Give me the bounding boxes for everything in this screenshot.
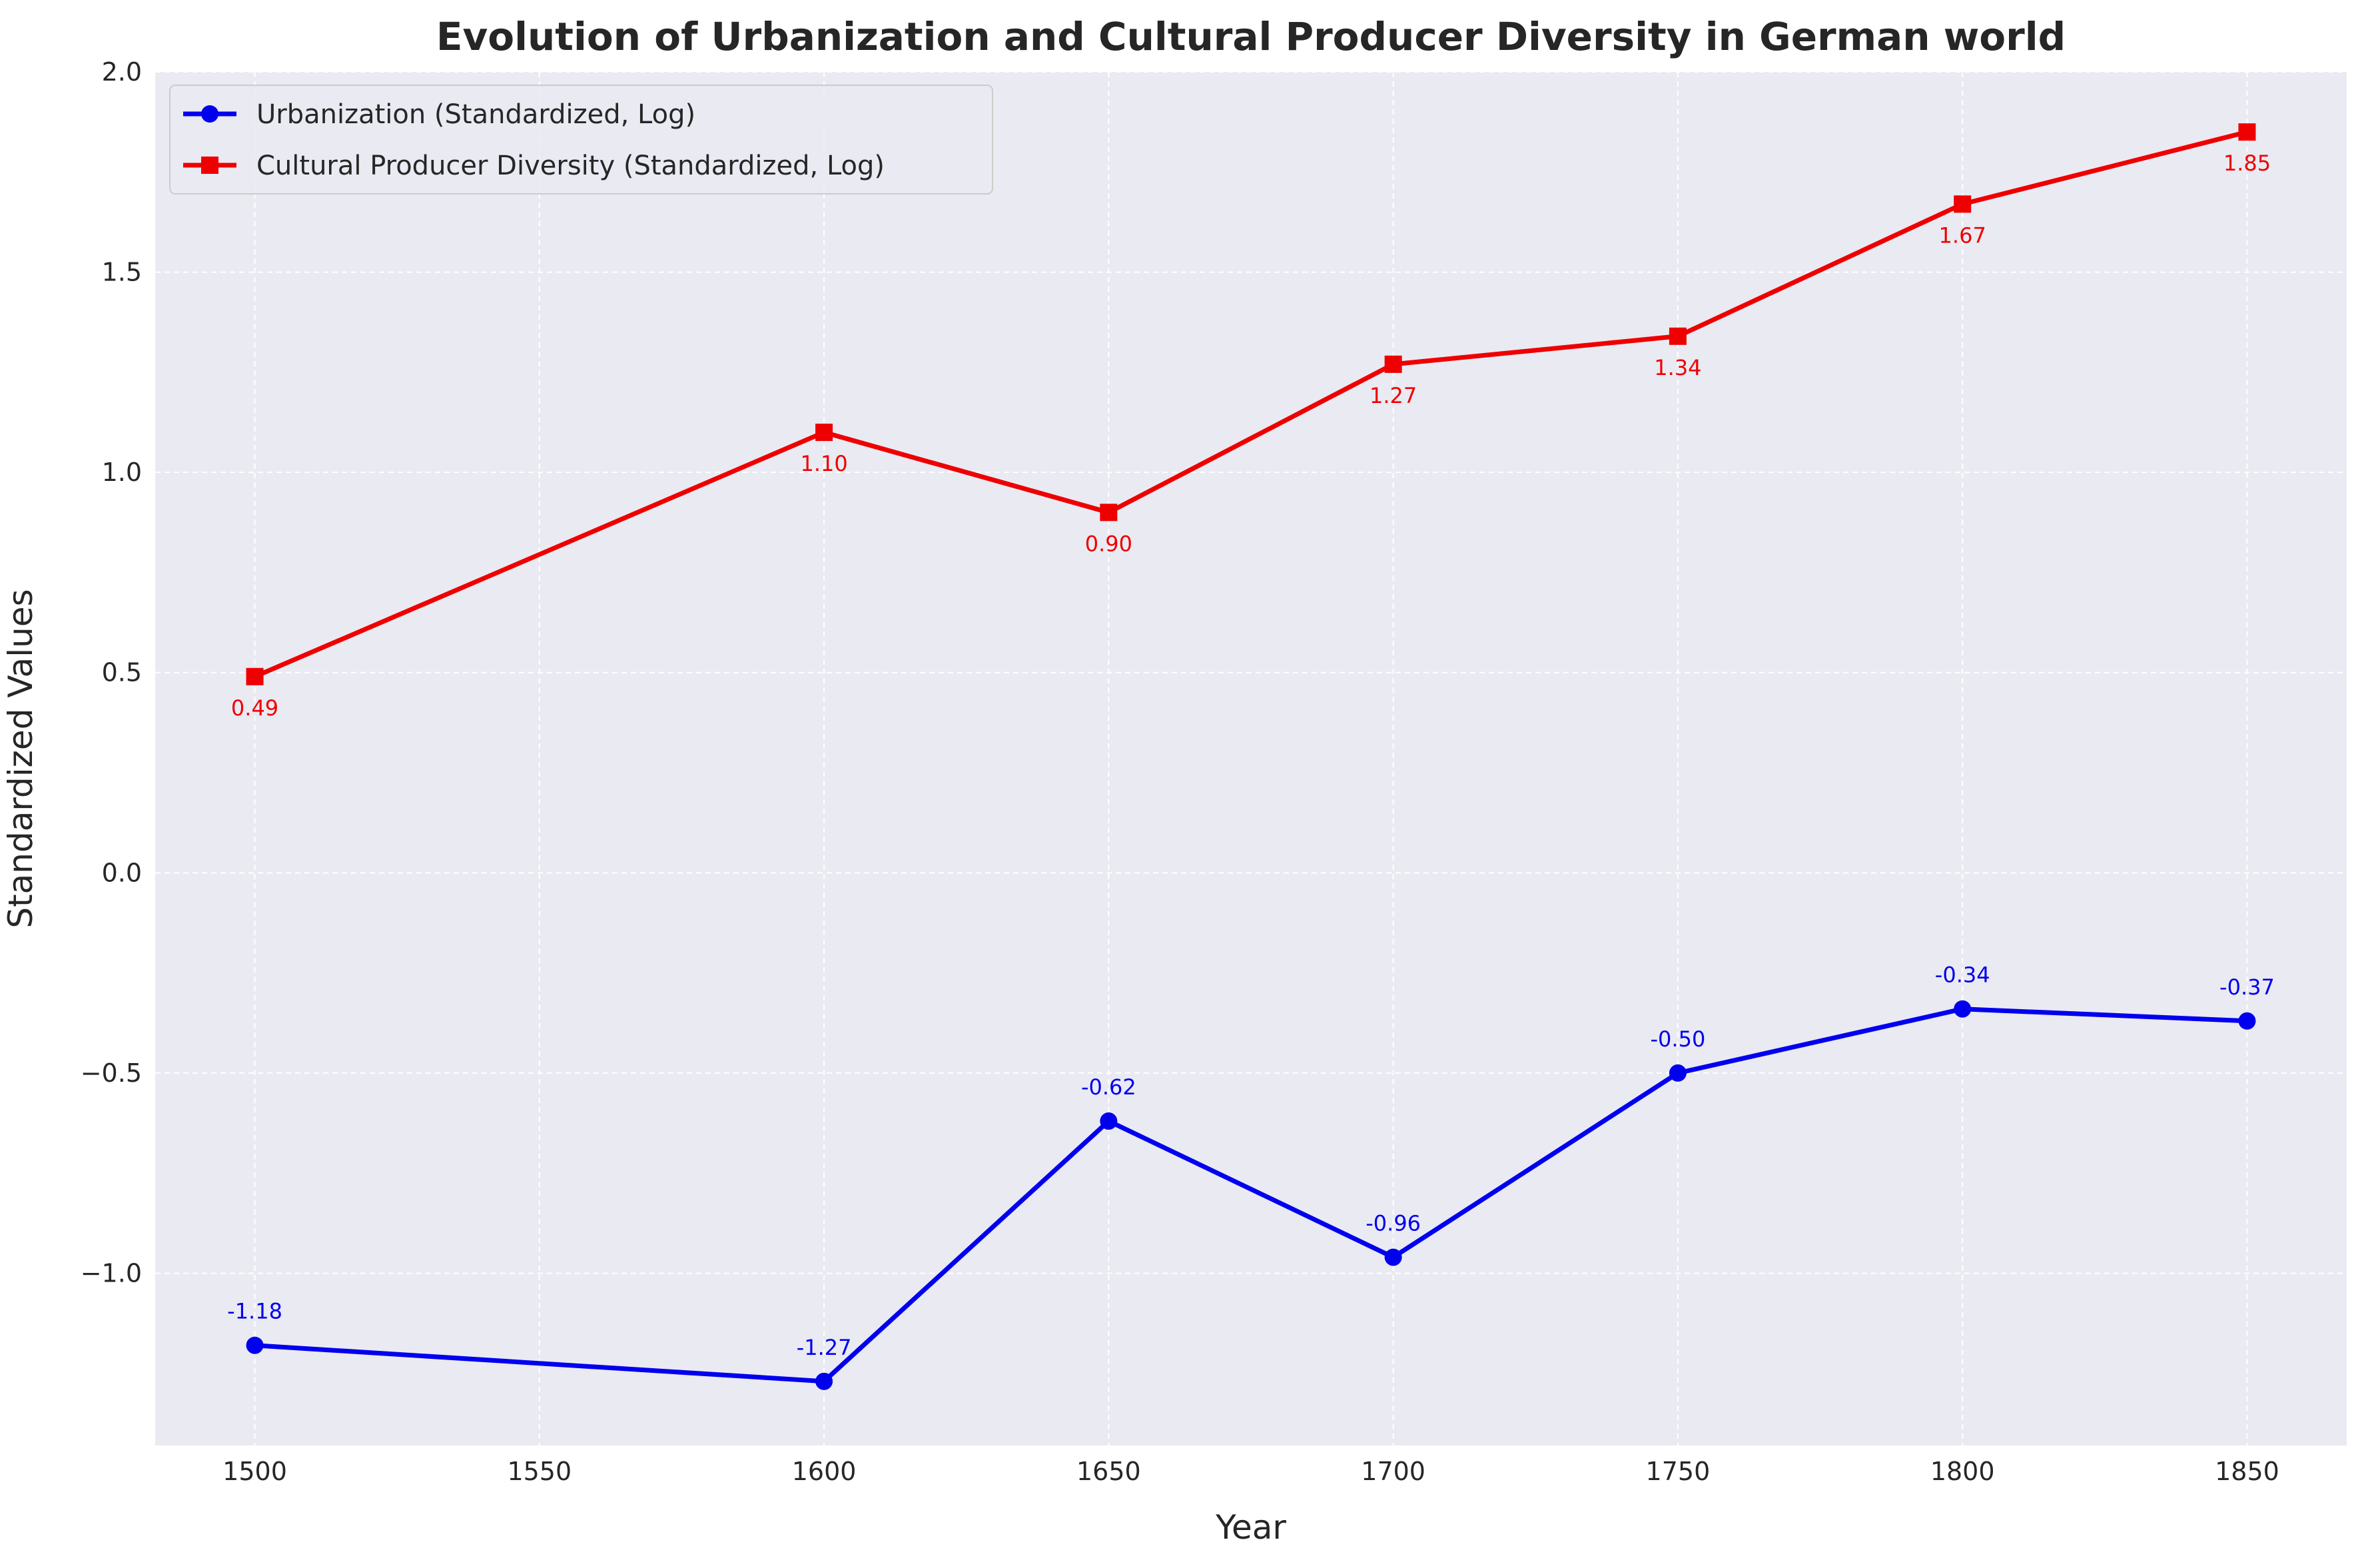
x-tick-label: 1650 <box>1076 1457 1141 1486</box>
legend-marker <box>201 157 218 174</box>
legend-label: Urbanization (Standardized, Log) <box>256 99 695 130</box>
data-label: -1.27 <box>797 1335 852 1360</box>
x-tick-label: 1700 <box>1361 1457 1425 1486</box>
data-point <box>2238 1012 2256 1030</box>
data-label: 0.90 <box>1085 531 1132 556</box>
y-tick-label: 0.0 <box>102 858 142 887</box>
y-tick-label: 2.0 <box>102 57 142 87</box>
data-point <box>1669 327 1687 345</box>
data-point <box>1384 1248 1402 1266</box>
x-axis-ticks: 1500 1550 1600 1650 1700 1750 1800 1850 <box>222 1457 2279 1486</box>
data-label: 1.34 <box>1654 355 1701 380</box>
data-point <box>1954 195 1972 213</box>
legend-label: Cultural Producer Diversity (Standardize… <box>256 151 885 181</box>
y-tick-label: −0.5 <box>81 1058 142 1088</box>
y-axis-label: Standardized Values <box>1 589 40 928</box>
y-tick-label: 0.5 <box>102 658 142 687</box>
data-point <box>815 1372 833 1390</box>
data-label: -0.96 <box>1366 1210 1421 1236</box>
y-axis-ticks: −1.0 −0.5 0.0 0.5 1.0 1.5 2.0 <box>81 57 142 1288</box>
x-tick-label: 1750 <box>1646 1457 1711 1486</box>
data-label: 0.49 <box>231 695 278 721</box>
data-label: -0.37 <box>2219 975 2275 1000</box>
data-point <box>1669 1064 1687 1082</box>
data-label: -0.62 <box>1081 1074 1136 1100</box>
data-point <box>815 424 833 442</box>
plot-area <box>155 72 2347 1445</box>
chart-title: Evolution of Urbanization and Cultural P… <box>436 14 2066 59</box>
x-tick-label: 1800 <box>1930 1457 1995 1486</box>
data-label: -0.50 <box>1651 1026 1706 1052</box>
y-tick-label: 1.0 <box>102 458 142 487</box>
y-tick-label: −1.0 <box>81 1258 142 1288</box>
data-point <box>1100 504 1118 522</box>
data-label: -0.34 <box>1935 963 1990 988</box>
data-point <box>1100 1112 1118 1130</box>
series-1: -1.18 -1.27 -0.62 -0.96 -0.50 -0.34 -0.37 <box>227 963 2275 1390</box>
x-tick-label: 1550 <box>507 1457 572 1486</box>
x-tick-label: 1500 <box>222 1457 287 1486</box>
data-point <box>246 1336 264 1354</box>
data-label: 1.85 <box>2223 151 2271 176</box>
data-point <box>1384 355 1402 373</box>
data-label: 1.27 <box>1370 383 1417 408</box>
x-tick-label: 1850 <box>2215 1457 2279 1486</box>
y-tick-label: 1.5 <box>102 258 142 287</box>
data-point <box>1954 1000 1972 1018</box>
data-point <box>246 667 264 685</box>
x-tick-label: 1600 <box>792 1457 857 1486</box>
gridlines <box>155 71 2347 1445</box>
legend-frame <box>169 85 993 195</box>
x-axis-label: Year <box>1215 1508 1286 1547</box>
series-2: 0.49 1.10 0.90 1.27 1.34 1.67 1.85 <box>231 123 2271 721</box>
series-group: -1.18 -1.27 -0.62 -0.96 -0.50 -0.34 -0.37 0.49 1… <box>227 123 2275 1390</box>
data-label: -1.18 <box>227 1299 282 1324</box>
legend: Urbanization (Standardized, Log) Cultural… <box>169 85 993 195</box>
data-label: 1.10 <box>800 451 847 476</box>
legend-marker <box>201 105 218 123</box>
data-point <box>2238 123 2256 141</box>
data-label: 1.67 <box>1939 222 1986 248</box>
